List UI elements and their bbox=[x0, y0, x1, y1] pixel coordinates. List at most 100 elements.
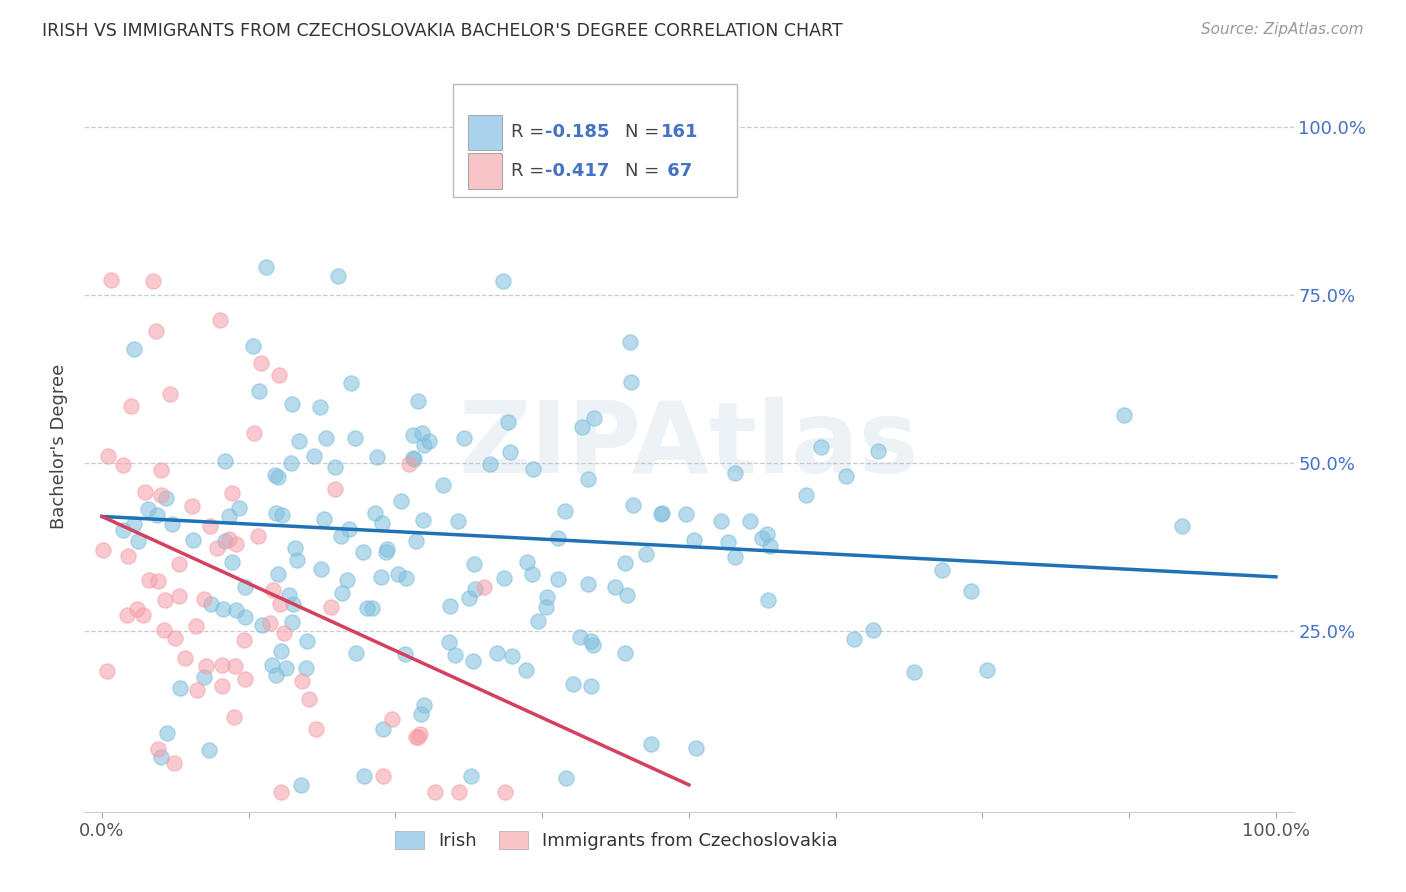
Point bbox=[228, 501, 250, 516]
FancyBboxPatch shape bbox=[453, 84, 737, 197]
Point bbox=[242, 425, 264, 440]
Point bbox=[186, 619, 208, 633]
Point bbox=[163, 756, 186, 770]
Point bbox=[931, 563, 953, 577]
Point bbox=[330, 529, 353, 543]
Point bbox=[409, 727, 432, 741]
Point bbox=[439, 599, 461, 614]
Point bbox=[406, 730, 429, 744]
Legend: Irish, Immigrants from Czechoslovakia: Irish, Immigrants from Czechoslovakia bbox=[388, 823, 845, 857]
Point bbox=[297, 633, 319, 648]
Point bbox=[212, 602, 235, 616]
Point bbox=[323, 482, 346, 496]
Point bbox=[152, 623, 174, 637]
Point bbox=[494, 784, 516, 798]
Point bbox=[844, 632, 866, 646]
Point bbox=[195, 659, 218, 673]
Point bbox=[409, 707, 432, 722]
Point bbox=[142, 274, 165, 288]
Point bbox=[91, 543, 114, 558]
Point bbox=[145, 324, 167, 338]
Point bbox=[200, 598, 222, 612]
Point bbox=[309, 562, 332, 576]
Point bbox=[270, 784, 292, 798]
Point bbox=[756, 526, 779, 541]
Point bbox=[284, 541, 307, 555]
Point bbox=[120, 399, 142, 413]
Point bbox=[146, 574, 169, 588]
Text: R =: R = bbox=[512, 123, 550, 141]
Text: ZIPAtlas: ZIPAtlas bbox=[458, 398, 920, 494]
Point bbox=[903, 665, 925, 679]
Point bbox=[247, 384, 270, 398]
Point bbox=[472, 580, 495, 594]
Point bbox=[352, 545, 374, 559]
Point bbox=[613, 556, 636, 570]
Point bbox=[122, 517, 145, 532]
Point bbox=[330, 586, 353, 600]
Y-axis label: Bachelor's Degree: Bachelor's Degree bbox=[49, 363, 67, 529]
Point bbox=[233, 580, 256, 594]
Point bbox=[233, 610, 256, 624]
Point bbox=[148, 742, 170, 756]
Point bbox=[174, 651, 197, 665]
Point bbox=[651, 506, 673, 520]
Point bbox=[267, 469, 290, 483]
Point bbox=[127, 602, 149, 616]
Point bbox=[522, 462, 544, 476]
Point bbox=[464, 582, 486, 597]
Point bbox=[862, 623, 884, 637]
Point bbox=[395, 571, 418, 585]
Point bbox=[520, 567, 543, 582]
Point bbox=[211, 680, 233, 694]
Point bbox=[112, 523, 135, 537]
Point bbox=[276, 661, 298, 675]
Point bbox=[260, 658, 283, 673]
Point bbox=[810, 440, 832, 454]
Point bbox=[214, 533, 236, 548]
Point bbox=[526, 615, 548, 629]
Point bbox=[402, 428, 425, 442]
Point bbox=[636, 547, 658, 561]
Point bbox=[281, 597, 304, 611]
Point bbox=[360, 601, 382, 615]
Point bbox=[866, 443, 889, 458]
Point bbox=[402, 451, 425, 466]
Point bbox=[413, 698, 436, 713]
Point bbox=[221, 485, 243, 500]
Point bbox=[432, 478, 454, 492]
Point bbox=[387, 566, 409, 581]
Point bbox=[402, 450, 425, 465]
Point bbox=[100, 272, 122, 286]
Point bbox=[269, 597, 291, 611]
Point bbox=[353, 769, 375, 783]
Point bbox=[134, 485, 156, 500]
Point bbox=[516, 555, 538, 569]
Point bbox=[273, 625, 295, 640]
Point bbox=[486, 647, 509, 661]
Point bbox=[246, 529, 269, 543]
Point bbox=[555, 772, 578, 786]
Point bbox=[181, 533, 204, 547]
Point bbox=[751, 531, 773, 545]
Point bbox=[291, 673, 314, 688]
Point bbox=[582, 639, 605, 653]
Point bbox=[724, 549, 747, 564]
Point bbox=[759, 539, 782, 553]
Point bbox=[298, 692, 321, 706]
Point bbox=[411, 426, 433, 441]
Point bbox=[150, 463, 173, 477]
Point bbox=[685, 740, 707, 755]
Text: N =: N = bbox=[624, 123, 665, 141]
Point bbox=[328, 269, 350, 284]
Point bbox=[479, 458, 502, 472]
Point bbox=[381, 712, 404, 726]
Point bbox=[224, 659, 246, 673]
Point bbox=[149, 750, 172, 764]
Point bbox=[375, 542, 398, 557]
Point bbox=[389, 493, 412, 508]
Point bbox=[271, 508, 294, 522]
Point bbox=[336, 573, 359, 587]
Point bbox=[290, 778, 312, 792]
Point bbox=[321, 599, 343, 614]
